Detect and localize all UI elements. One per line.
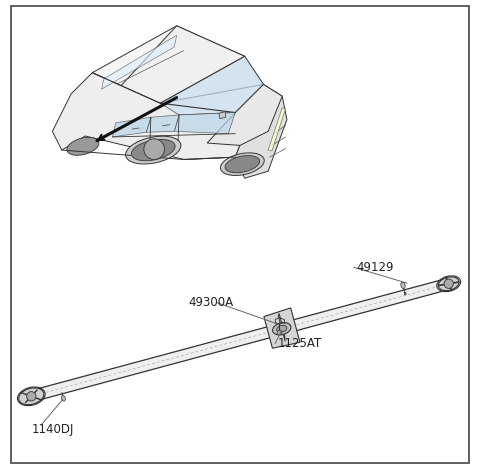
Text: 49129: 49129 [356,261,394,274]
Ellipse shape [273,323,291,335]
Text: 49300A: 49300A [189,296,234,309]
Ellipse shape [61,395,65,401]
Ellipse shape [132,139,175,161]
Ellipse shape [276,325,287,332]
Polygon shape [113,26,264,159]
Polygon shape [174,113,235,134]
Polygon shape [207,84,282,145]
Polygon shape [219,112,226,119]
Polygon shape [112,117,151,137]
Ellipse shape [67,137,99,155]
Circle shape [277,330,282,335]
Ellipse shape [126,136,181,164]
Ellipse shape [438,277,459,291]
Circle shape [444,279,454,288]
Polygon shape [102,35,177,89]
Polygon shape [235,84,287,178]
Polygon shape [278,313,285,341]
Ellipse shape [19,388,44,405]
Ellipse shape [220,153,264,175]
Polygon shape [52,73,264,159]
Polygon shape [92,26,245,103]
Polygon shape [146,115,179,132]
Polygon shape [160,56,264,115]
Polygon shape [268,108,286,151]
Circle shape [144,139,165,159]
Circle shape [26,392,36,401]
Polygon shape [264,308,300,348]
Ellipse shape [225,156,260,173]
Text: 1125AT: 1125AT [277,337,322,350]
Ellipse shape [401,282,405,288]
Polygon shape [30,278,450,402]
Text: 1140DJ: 1140DJ [31,423,73,436]
Ellipse shape [404,292,406,295]
